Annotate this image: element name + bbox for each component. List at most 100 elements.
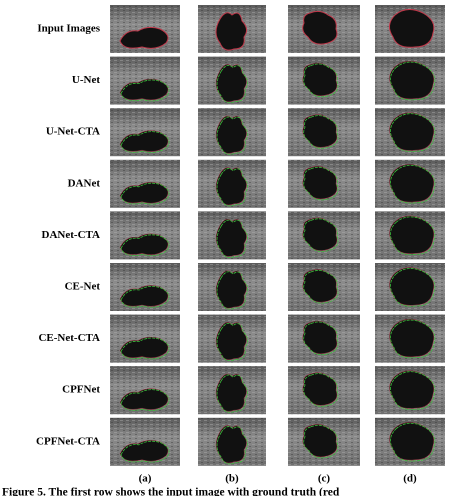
segmentation-image xyxy=(110,108,180,157)
row-label: U-Net-CTA xyxy=(46,126,100,138)
prediction-contour xyxy=(120,234,170,257)
segmentation-image xyxy=(375,211,445,260)
segmentation-image xyxy=(375,263,445,311)
segmentation-image xyxy=(288,263,360,311)
segmentation-image xyxy=(110,159,180,208)
lesion xyxy=(302,114,337,148)
column-label: (b) xyxy=(225,473,239,485)
segmentation-image xyxy=(110,211,180,260)
lesion xyxy=(216,64,247,102)
prediction-contour xyxy=(390,164,436,204)
segmentation-image xyxy=(198,108,266,157)
prediction-contour xyxy=(303,270,339,304)
caption: Figure 5. The first row shows the input … xyxy=(2,487,340,496)
ground-truth-contour xyxy=(215,12,248,51)
ground-truth-contour xyxy=(119,26,169,49)
lesion xyxy=(216,12,247,51)
column-label: (a) xyxy=(139,473,152,485)
lesion xyxy=(302,372,337,406)
lesion xyxy=(302,269,337,303)
prediction-contour xyxy=(390,319,436,359)
segmentation-image xyxy=(375,108,445,157)
lesion xyxy=(302,166,337,199)
lesion xyxy=(120,440,168,462)
lesion xyxy=(120,388,168,410)
lesion xyxy=(302,63,337,96)
prediction-contour xyxy=(216,116,248,155)
lesion xyxy=(216,167,247,205)
segmentation-image xyxy=(288,211,360,260)
prediction-contour xyxy=(390,216,436,256)
prediction-contour xyxy=(303,321,339,356)
lesion xyxy=(120,233,168,255)
lesion xyxy=(216,270,247,309)
prediction-contour xyxy=(216,322,248,362)
segmentation-image xyxy=(110,263,180,311)
segmentation-image xyxy=(110,56,180,105)
segmentation-image xyxy=(288,56,360,105)
column-label: (c) xyxy=(318,473,331,485)
prediction-contour xyxy=(303,424,339,459)
segmentation-image xyxy=(198,314,266,363)
lesion xyxy=(389,112,434,151)
prediction-contour xyxy=(120,79,170,102)
prediction-contour xyxy=(390,422,436,462)
lesion xyxy=(216,219,247,257)
prediction-contour xyxy=(120,337,170,360)
lesion xyxy=(389,370,434,409)
prediction-contour xyxy=(390,268,436,307)
lesion xyxy=(120,337,168,358)
segmentation-image xyxy=(375,159,445,208)
lesion xyxy=(120,182,168,204)
lesion xyxy=(302,217,337,251)
prediction-contour xyxy=(390,113,436,152)
segmentation-image xyxy=(288,417,360,466)
segmentation-image xyxy=(288,5,360,53)
prediction-contour xyxy=(216,219,248,258)
segmentation-image xyxy=(288,108,360,157)
ground-truth-contour xyxy=(302,10,338,45)
lesion xyxy=(302,321,337,354)
row-label: CPFNet xyxy=(62,384,100,396)
row-label: CE-Net xyxy=(65,281,101,293)
prediction-contour xyxy=(390,61,436,101)
lesion xyxy=(216,322,247,360)
segmentation-image xyxy=(375,56,445,105)
lesion xyxy=(216,115,247,154)
prediction-contour xyxy=(390,371,436,410)
prediction-contour xyxy=(216,374,248,413)
row-label: DANet-CTA xyxy=(42,229,101,241)
segmentation-image xyxy=(110,417,180,466)
segmentation-image xyxy=(110,314,180,363)
lesion xyxy=(389,267,434,306)
lesion xyxy=(389,319,434,357)
segmentation-image xyxy=(288,366,360,415)
prediction-contour xyxy=(216,426,248,465)
lesion xyxy=(120,79,168,100)
prediction-contour xyxy=(303,63,339,98)
row-label: U-Net xyxy=(72,74,100,86)
lesion xyxy=(120,285,168,307)
segmentation-image xyxy=(375,314,445,363)
segmentation-image xyxy=(288,159,360,208)
segmentation-image xyxy=(198,263,266,311)
prediction-contour xyxy=(303,373,339,407)
lesion xyxy=(120,27,168,49)
prediction-contour xyxy=(303,115,339,149)
lesion xyxy=(302,424,337,457)
segmentation-image xyxy=(110,5,180,53)
segmentation-image xyxy=(288,314,360,363)
prediction-contour xyxy=(120,131,170,153)
row-label: CPFNet-CTA xyxy=(36,435,100,447)
lesion xyxy=(389,164,434,203)
prediction-contour xyxy=(303,218,339,252)
prediction-contour xyxy=(120,286,170,308)
prediction-contour xyxy=(216,271,248,310)
row-label: Input Images xyxy=(37,23,100,35)
segmentation-image xyxy=(375,417,445,466)
lesion xyxy=(216,373,247,412)
column-label: (d) xyxy=(403,473,417,485)
lesion xyxy=(389,422,434,461)
row-label: CE-Net-CTA xyxy=(38,332,100,344)
prediction-contour xyxy=(120,389,170,411)
